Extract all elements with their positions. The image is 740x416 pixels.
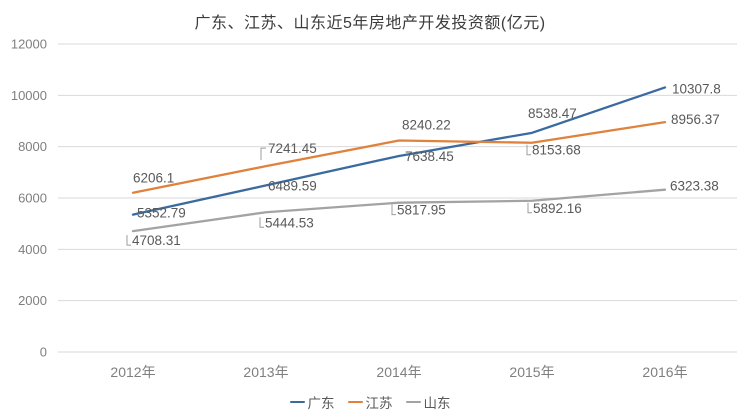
y-tick-label: 0 (40, 345, 47, 360)
x-tick-label: 2012年 (110, 364, 155, 380)
x-tick-label: 2013年 (243, 364, 288, 380)
x-tick-label: 2014年 (376, 364, 421, 380)
data-label: 6206.1 (133, 171, 174, 186)
y-tick-label: 8000 (18, 139, 47, 154)
chart-legend: 广东 江苏 山东 (0, 392, 740, 412)
data-label: 7241.45 (268, 141, 317, 156)
label-leader (259, 217, 264, 228)
label-leader (260, 147, 266, 161)
y-tick-label: 6000 (18, 191, 47, 206)
data-label: 8956.37 (671, 112, 720, 127)
data-label: 5352.79 (137, 206, 186, 221)
y-tick-label: 10000 (11, 88, 47, 103)
y-tick-label: 2000 (18, 293, 47, 308)
data-label: 6323.38 (670, 179, 719, 194)
chart-title: 广东、江苏、山东近5年房地产开发投资额(亿元) (194, 15, 546, 32)
series-line-0 (131, 86, 667, 216)
data-label: 5817.95 (397, 203, 446, 218)
series-line-2 (131, 188, 667, 233)
label-leader (527, 202, 532, 214)
label-leader (526, 144, 531, 156)
label-leader (126, 235, 131, 246)
data-label: 4708.31 (132, 233, 181, 248)
legend-item-1: 江苏 (347, 392, 393, 412)
legend-swatch-icon (347, 400, 363, 404)
label-leader (391, 204, 396, 216)
x-tick-label: 2015年 (509, 364, 554, 380)
legend-item-0: 广东 (289, 392, 335, 412)
legend-label: 广东 (307, 396, 335, 411)
data-label: 8538.47 (528, 106, 577, 121)
legend-swatch-icon (289, 400, 305, 404)
series-line-1 (131, 120, 667, 194)
x-tick-label: 2016年 (642, 364, 687, 380)
data-label: 10307.8 (672, 81, 721, 96)
data-label: 8153.68 (532, 143, 581, 158)
data-label: 5892.16 (533, 201, 582, 216)
data-label: 5444.53 (265, 215, 314, 230)
data-label: 6489.59 (268, 178, 317, 193)
legend-item-2: 山东 (405, 392, 451, 412)
data-label: 8240.22 (402, 118, 451, 133)
legend-label: 山东 (423, 396, 451, 411)
y-tick-label: 4000 (18, 242, 47, 257)
y-tick-label: 12000 (11, 37, 47, 52)
legend-label: 江苏 (365, 396, 393, 411)
data-label: 7638.45 (405, 149, 454, 164)
legend-swatch-icon (405, 400, 421, 404)
